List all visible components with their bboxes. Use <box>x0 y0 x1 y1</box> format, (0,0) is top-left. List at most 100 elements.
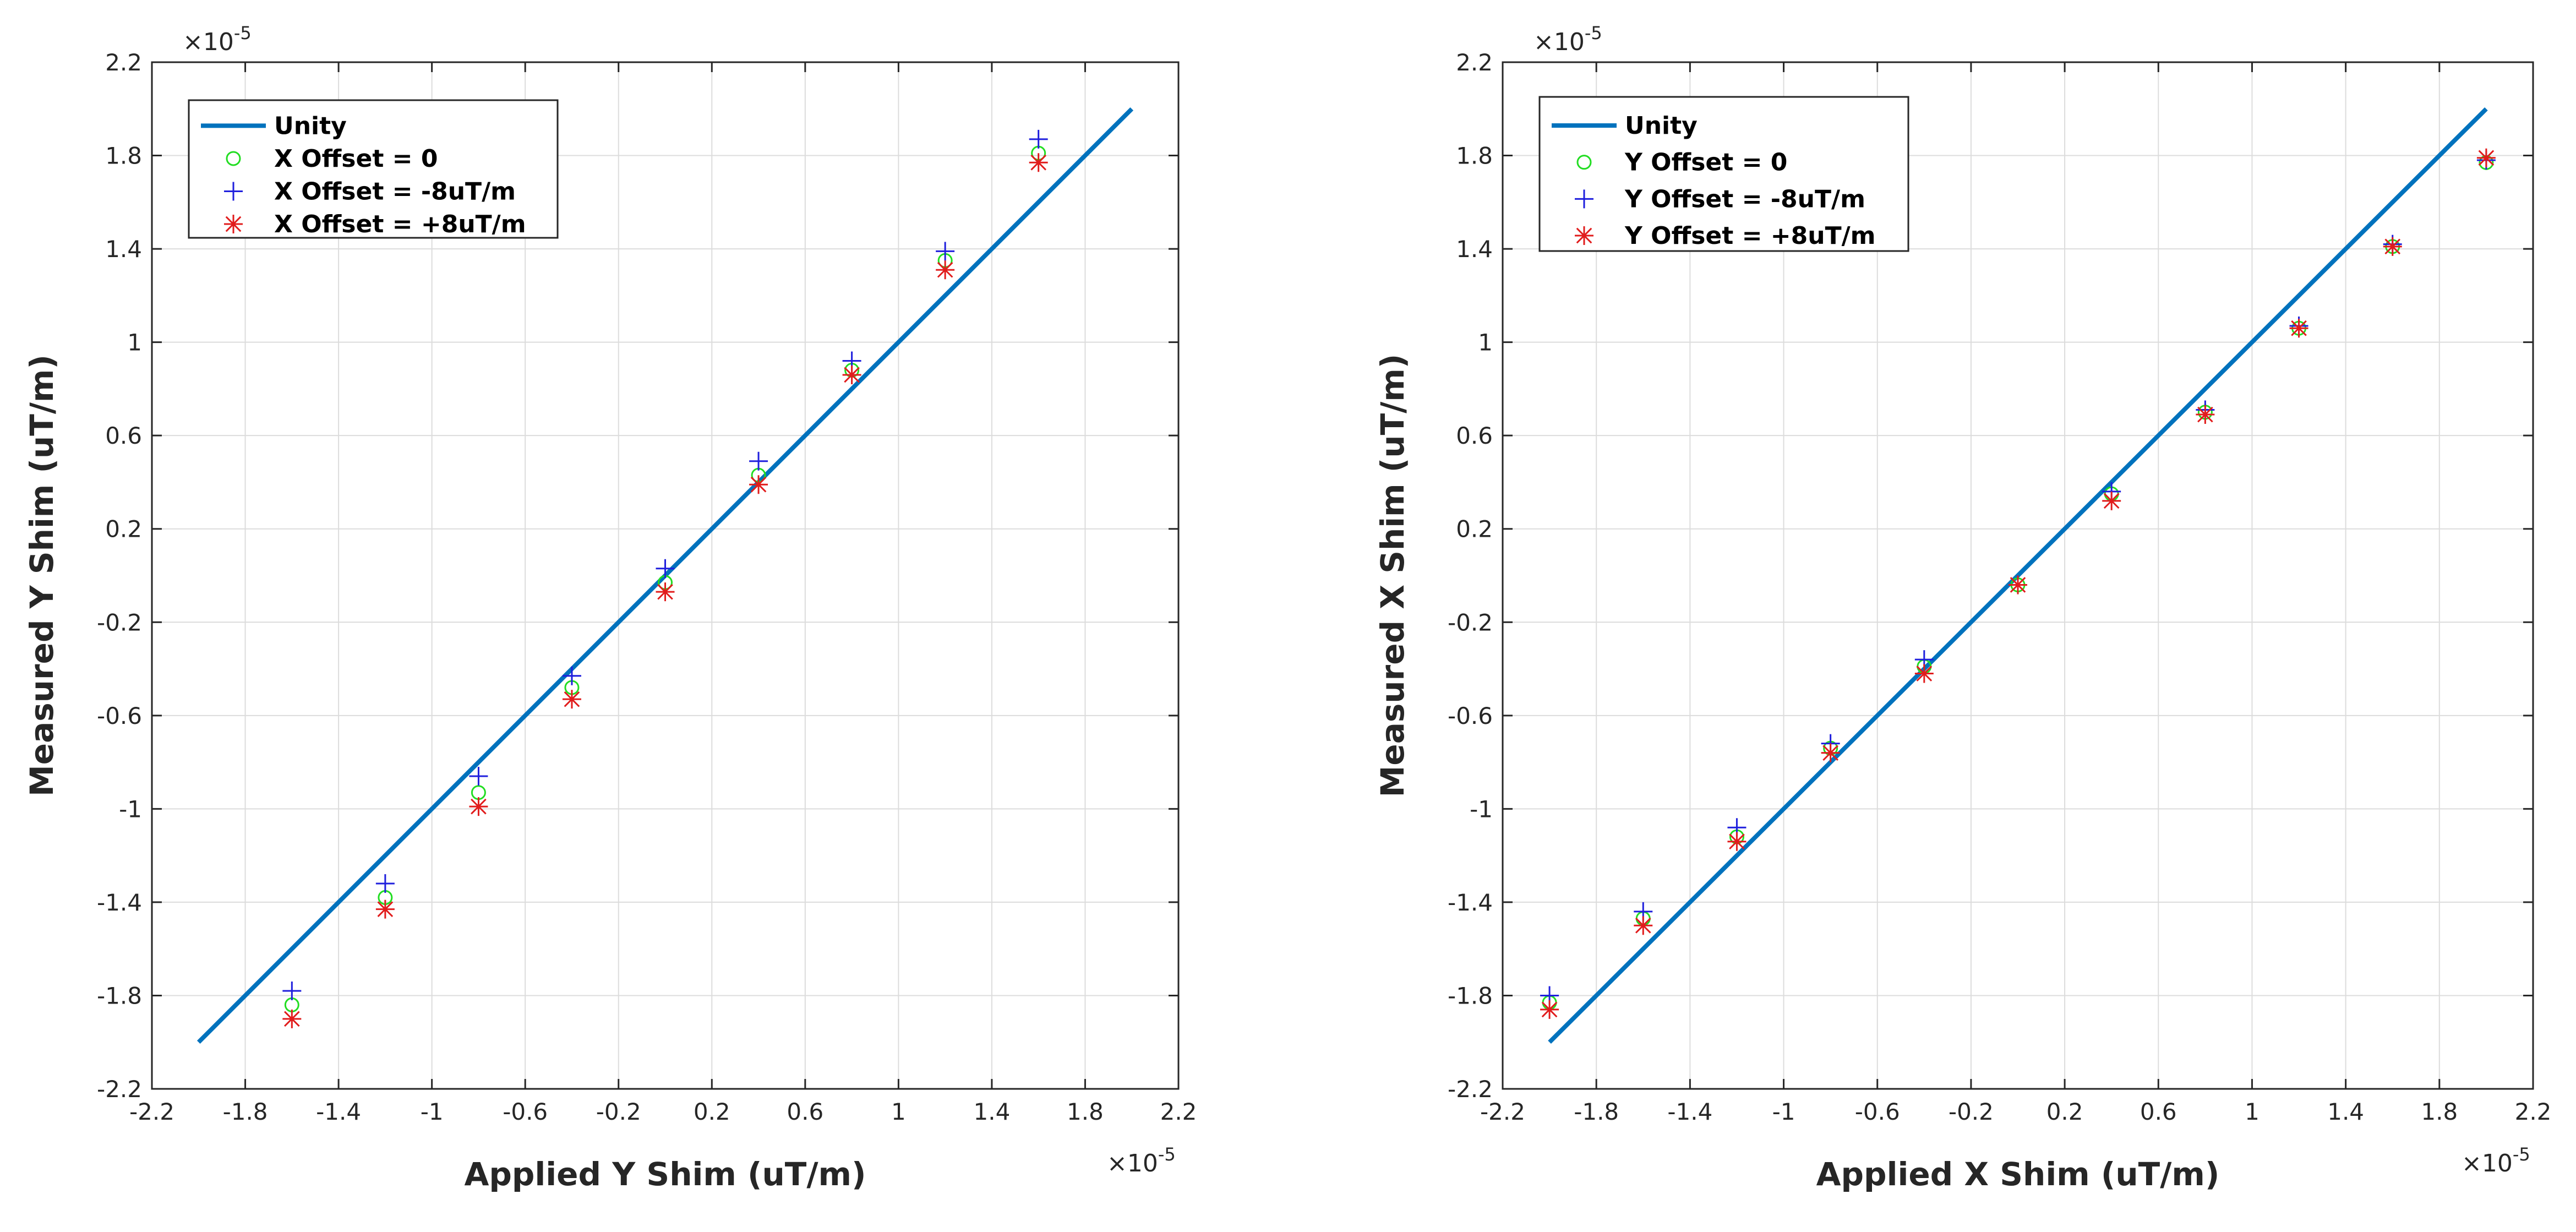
data-point <box>1029 153 1048 172</box>
data-point <box>1821 743 1840 762</box>
x-axis-label: Applied X Shim (uT/m) <box>1816 1155 2220 1193</box>
y-exponent-base: ×10 <box>1533 28 1585 56</box>
x-tick-label: -1.8 <box>223 1098 268 1125</box>
x-exponent-base: ×10 <box>2462 1149 2513 1178</box>
x-exponent-label: ×10-5 <box>2462 1144 2530 1178</box>
y-tick-label: -1.8 <box>1448 982 1493 1009</box>
y-axis-label: Measured Y Shim (uT/m) <box>23 355 61 797</box>
y-exponent-base: ×10 <box>183 28 234 56</box>
x-tick-label: 1 <box>2245 1098 2260 1125</box>
axes-box <box>1502 61 2534 1090</box>
data-point <box>2009 575 2027 595</box>
y-tick-label: -1.4 <box>1448 889 1493 916</box>
y-tick-label: -1.4 <box>97 889 142 916</box>
data-point <box>936 260 955 280</box>
x-axis-label: Applied Y Shim (uT/m) <box>465 1155 866 1193</box>
y-tick-label: 1 <box>1478 329 1493 356</box>
y-tick-label: 2.2 <box>105 49 142 76</box>
data-point <box>1727 832 1747 851</box>
legend-marker <box>1576 155 1592 170</box>
x-exponent-power: -5 <box>2513 1144 2530 1165</box>
series-offset-plus-8 <box>1540 148 2496 1019</box>
x-tick-label: 2.2 <box>1160 1098 1197 1125</box>
series-offset-plus-8 <box>282 153 1048 1028</box>
data-point <box>656 582 675 602</box>
y-tick-label: 1.8 <box>105 143 142 170</box>
data-point <box>936 242 955 261</box>
legend-marker <box>1575 189 1593 209</box>
data-point <box>1540 1000 1559 1019</box>
data-point <box>469 767 488 786</box>
legend-marker <box>226 151 241 166</box>
data-point <box>282 1009 302 1028</box>
axes-box <box>151 61 1180 1090</box>
data-point <box>656 559 675 578</box>
y-tick-label: 2.2 <box>1456 49 1493 76</box>
data-point <box>2476 148 2496 167</box>
x-tick-label: -0.6 <box>1855 1098 1900 1125</box>
y-tick-label: -1.8 <box>97 982 142 1009</box>
data-point <box>842 365 861 384</box>
x-exponent-power: -5 <box>1158 1144 1176 1165</box>
data-point <box>375 874 395 893</box>
y-tick-label: -2.2 <box>97 1076 142 1103</box>
chart-applied-vs-measured-x-shim: -2.2 -1.8 -1.4 -1 -0.6 -0.2 0.2 0.6 1 1.4 1.8 2.2 -2… <box>1374 23 2551 1193</box>
y-tick-label: -0.6 <box>97 702 142 729</box>
x-tick-label: 2.2 <box>2515 1098 2552 1125</box>
x-tick-label: 0.6 <box>2140 1098 2177 1125</box>
legend-label: X Offset = -8uT/m <box>274 177 516 205</box>
x-tick-label: -1.4 <box>316 1098 361 1125</box>
legend-label: Y Offset = +8uT/m <box>1624 222 1876 250</box>
data-point <box>749 451 768 471</box>
y-tick-label: 0.2 <box>105 516 142 543</box>
x-exponent-base: ×10 <box>1107 1149 1158 1178</box>
data-point <box>2289 319 2308 338</box>
x-tick-label: -2.2 <box>1480 1098 1525 1125</box>
data-point <box>749 475 768 494</box>
y-tick-label: -0.6 <box>1448 702 1493 729</box>
y-tick-label: 0.6 <box>1456 422 1493 449</box>
data-point <box>375 900 395 919</box>
legend-label: Y Offset = -8uT/m <box>1624 185 1865 213</box>
y-tick-label: 0.6 <box>105 422 142 449</box>
y-exponent-label: ×10-5 <box>183 23 252 56</box>
data-point <box>1634 916 1653 935</box>
y-axis-label: Measured X Shim (uT/m) <box>1374 354 1411 798</box>
chart-applied-vs-measured-y-shim: -2.2 -1.8 -1.4 -1 -0.6 -0.2 0.2 0.6 1 1.4 1.8 2.2 -2… <box>23 23 1197 1193</box>
y-tick-label: 1.8 <box>1456 143 1493 170</box>
y-exponent-power: -5 <box>1585 23 1602 43</box>
legend-unity-label: Unity <box>1625 112 1698 140</box>
x-tick-label: -0.6 <box>503 1098 548 1125</box>
x-tick-label: 1.4 <box>2327 1098 2364 1125</box>
data-point <box>2383 237 2402 256</box>
x-tick-label: 1 <box>891 1098 906 1125</box>
data-point <box>562 666 581 685</box>
data-point <box>1029 129 1048 149</box>
legend-label: X Offset = 0 <box>274 145 438 173</box>
y-exponent-power: -5 <box>234 23 252 43</box>
legend-marker <box>1575 226 1593 245</box>
data-point <box>1914 664 1934 683</box>
legend-box <box>188 99 559 239</box>
y-tick-label: -0.2 <box>1448 609 1493 636</box>
legend-marker <box>224 215 243 233</box>
x-tick-label: -0.2 <box>1949 1098 1994 1125</box>
x-tick-label: -1.8 <box>1574 1098 1619 1125</box>
legend-marker <box>224 182 243 201</box>
y-tick-label: 1.4 <box>105 236 142 263</box>
x-tick-label: 1.4 <box>974 1098 1011 1125</box>
x-tick-label: 1.8 <box>2421 1098 2458 1125</box>
x-tick-label: 0.2 <box>694 1098 730 1125</box>
x-tick-label: -1 <box>421 1098 444 1125</box>
y-tick-label: -0.2 <box>97 609 142 636</box>
y-tick-label: -2.2 <box>1448 1076 1493 1103</box>
x-tick-label: -1.4 <box>1667 1098 1712 1125</box>
legend-label: Y Offset = 0 <box>1624 149 1787 177</box>
y-tick-label: 1.4 <box>1456 236 1493 263</box>
data-point <box>2196 405 2215 424</box>
y-tick-label: -1 <box>119 795 142 822</box>
y-exponent-label: ×10-5 <box>1533 23 1602 56</box>
y-tick-label: 1 <box>127 329 142 356</box>
legend-label: X Offset = +8uT/m <box>274 210 526 238</box>
